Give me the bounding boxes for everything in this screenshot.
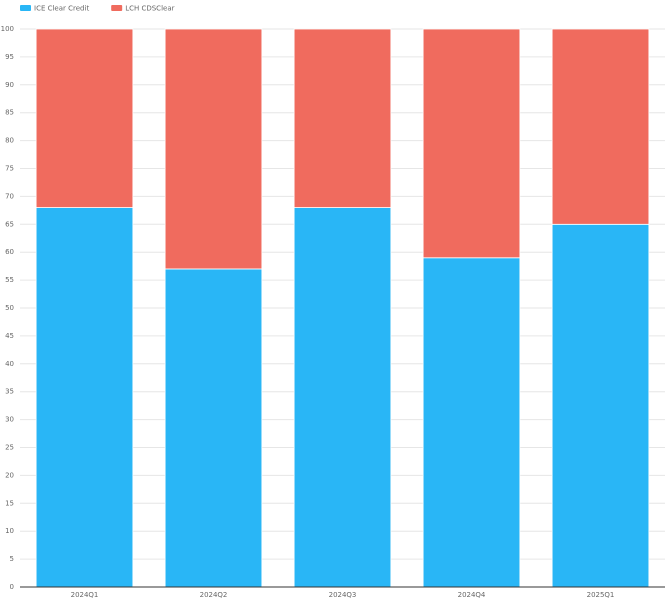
bar-segment [422, 28, 521, 259]
bar-segment [293, 207, 392, 588]
x-tick-label: 2024Q2 [200, 591, 228, 599]
x-tick-label: 2025Q1 [587, 591, 615, 599]
y-tick-label: 0 [10, 583, 14, 591]
y-tick-label: 25 [5, 444, 14, 452]
bar-segment [164, 268, 263, 588]
y-tick-label: 10 [5, 527, 14, 535]
y-tick-label: 40 [5, 360, 14, 368]
y-tick-label: 45 [5, 332, 14, 340]
y-tick-label: 50 [5, 304, 14, 312]
y-tick-label: 80 [5, 137, 14, 145]
y-tick-label: 55 [5, 276, 14, 284]
y-tick-label: 30 [5, 416, 14, 424]
x-tick-label: 2024Q1 [71, 591, 99, 599]
legend-label: LCH CDSClear [125, 5, 174, 13]
bar-segment [422, 257, 521, 588]
y-tick-label: 20 [5, 471, 14, 479]
y-tick-label: 95 [5, 53, 14, 61]
y-tick-label: 5 [10, 555, 14, 563]
legend-swatch [111, 5, 123, 11]
y-tick-label: 90 [5, 81, 14, 89]
y-tick-label: 100 [1, 25, 14, 33]
legend-swatch [20, 5, 31, 11]
bar-segment [551, 223, 650, 588]
y-tick-label: 65 [5, 220, 14, 228]
bar-segment [35, 207, 134, 588]
bar-segment [164, 28, 263, 270]
bar-segment [551, 28, 650, 225]
y-tick-label: 70 [5, 192, 14, 200]
y-tick-label: 85 [5, 109, 14, 117]
legend-label: ICE Clear Credit [34, 5, 89, 13]
bar-segment [293, 28, 392, 208]
y-tick-label: 75 [5, 165, 14, 173]
y-tick-label: 60 [5, 248, 14, 256]
y-tick-label: 35 [5, 388, 14, 396]
y-tick-label: 15 [5, 499, 14, 507]
bar-segment [35, 28, 134, 208]
x-tick-label: 2024Q4 [458, 591, 486, 599]
x-tick-label: 2024Q3 [329, 591, 357, 599]
